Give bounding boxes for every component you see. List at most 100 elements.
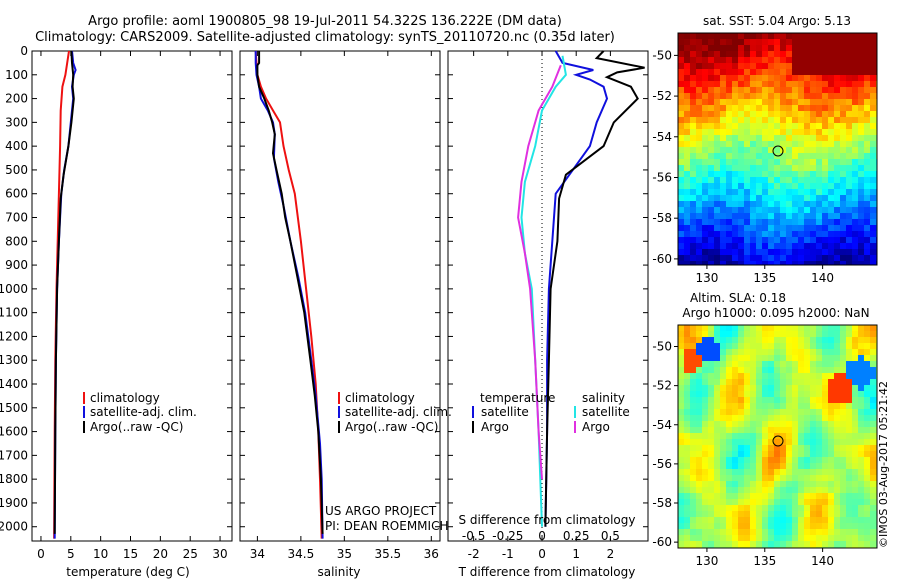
map-cell (864, 207, 870, 213)
map-cell (780, 249, 786, 255)
map-cell (714, 189, 720, 195)
map-cell (774, 63, 780, 69)
map-cell (774, 517, 780, 523)
map-cell (726, 445, 732, 451)
map-cell (870, 207, 876, 213)
map-cell (798, 337, 804, 343)
map-cell (774, 535, 780, 541)
map-cell (720, 391, 726, 397)
map-cell (786, 427, 792, 433)
map-cell (762, 69, 768, 75)
map-cell (702, 415, 708, 421)
map-cell (678, 225, 684, 231)
map-cell (696, 415, 702, 421)
map-cell (870, 93, 876, 99)
map-cell (792, 45, 798, 51)
map-cell (738, 99, 744, 105)
map-cell (762, 511, 768, 517)
map-cell (756, 529, 762, 535)
map-cell (720, 165, 726, 171)
map-cell (732, 171, 738, 177)
map-cell (840, 505, 846, 511)
map-cell (780, 237, 786, 243)
map-cell (756, 409, 762, 415)
map-cell (822, 177, 828, 183)
map-cell (852, 105, 858, 111)
map-cell (744, 355, 750, 361)
map-cell (834, 463, 840, 469)
map-cell (726, 391, 732, 397)
map-cell (690, 93, 696, 99)
map-cell (684, 397, 690, 403)
map-cell (690, 75, 696, 81)
map-cell (828, 159, 834, 165)
map-cell (768, 373, 774, 379)
depth-tick-label: 1000 (0, 282, 28, 296)
map-cell (858, 219, 864, 225)
map-cell (726, 75, 732, 81)
map-cell (732, 225, 738, 231)
map-cell (750, 361, 756, 367)
map-cell (684, 225, 690, 231)
map-cell (696, 111, 702, 117)
map-cell (870, 213, 876, 219)
map-cell (696, 171, 702, 177)
map-cell (756, 141, 762, 147)
map-cell (756, 379, 762, 385)
map-cell (864, 141, 870, 147)
map-cell (840, 165, 846, 171)
map-cell (870, 457, 876, 463)
map-cell (786, 129, 792, 135)
map-cell (870, 379, 876, 385)
map-cell (834, 261, 840, 265)
map-cell (858, 451, 864, 457)
map-cell (714, 159, 720, 165)
map-cell (738, 135, 744, 141)
map-cell (816, 159, 822, 165)
map-cell (738, 325, 744, 331)
map-cell (858, 523, 864, 529)
map-cell (762, 243, 768, 249)
map-cell (714, 57, 720, 63)
map-cell (708, 171, 714, 177)
map-cell (762, 213, 768, 219)
map-cell (756, 421, 762, 427)
map-cell (720, 105, 726, 111)
map-cell (864, 505, 870, 511)
map-cell (762, 469, 768, 475)
map-cell (840, 511, 846, 517)
map-cell (828, 403, 834, 409)
map-cell (726, 421, 732, 427)
map-cell (762, 135, 768, 141)
map-cell (684, 373, 690, 379)
map-cell (714, 39, 720, 45)
map-cell (738, 255, 744, 261)
map-cell (762, 255, 768, 261)
map-cell (762, 535, 768, 541)
map-cell (816, 541, 822, 547)
map-cell (870, 361, 876, 367)
map-cell (810, 117, 816, 123)
map-cell (762, 529, 768, 535)
map-cell (708, 373, 714, 379)
map-cell (678, 325, 684, 331)
depth-tick-label: 2000 (0, 520, 28, 534)
map-cell (864, 189, 870, 195)
map-cell (750, 45, 756, 51)
map-cell (768, 391, 774, 397)
map-cell (696, 69, 702, 75)
map-cell (732, 421, 738, 427)
map-cell (834, 349, 840, 355)
map-cell (678, 243, 684, 249)
map-cell (858, 201, 864, 207)
map-cell (834, 499, 840, 505)
map-cell (798, 33, 804, 39)
map-cell (762, 403, 768, 409)
map-cell (840, 129, 846, 135)
map-cell (810, 207, 816, 213)
map-cell (828, 487, 834, 493)
map-cell (828, 117, 834, 123)
map-cell (804, 225, 810, 231)
map-cell (714, 249, 720, 255)
map-cell (846, 159, 852, 165)
